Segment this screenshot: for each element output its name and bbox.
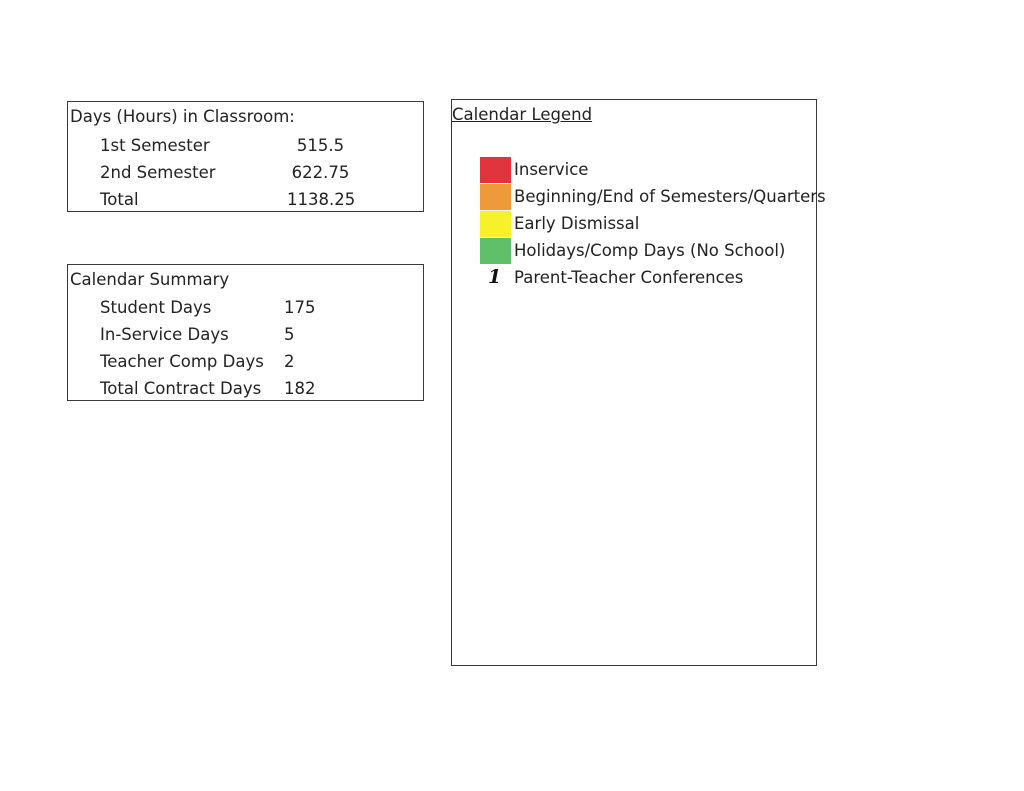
legend-item-label: Beginning/End of Semesters/Quarters — [514, 187, 826, 206]
hours-row-label: 1st Semester — [100, 136, 210, 155]
summary-row-value: 5 — [284, 325, 295, 344]
legend-item-label: Early Dismissal — [514, 214, 640, 233]
summary-row-label: Total Contract Days — [100, 379, 262, 398]
classroom-hours-box: Days (Hours) in Classroom: 1st Semester … — [67, 101, 424, 212]
hours-row: 1st Semester 515.5 — [68, 135, 423, 157]
summary-row-label: Teacher Comp Days — [100, 352, 264, 371]
summary-row-value: 182 — [284, 379, 316, 398]
calendar-summary-box: Calendar Summary Student Days 175 In-Ser… — [67, 264, 424, 401]
hours-row-value: 515.5 — [296, 136, 345, 155]
semester-boundary-swatch — [480, 184, 511, 210]
summary-row: Student Days 175 — [68, 297, 423, 319]
legend-item-label: Inservice — [514, 160, 589, 179]
holidays-swatch — [480, 238, 511, 264]
hours-row-label: 2nd Semester — [100, 163, 216, 182]
hours-row: 2nd Semester 622.75 — [68, 162, 423, 184]
summary-row-value: 2 — [284, 352, 295, 371]
conference-number-icon: 1 — [488, 266, 502, 288]
inservice-swatch — [480, 157, 511, 183]
calendar-summary-title: Calendar Summary — [70, 270, 230, 289]
hours-total-row: Total 1138.25 — [68, 189, 423, 211]
summary-row-value: 175 — [284, 298, 316, 317]
hours-row-value: 1138.25 — [287, 190, 356, 209]
summary-total-row: Total Contract Days 182 — [68, 378, 423, 400]
legend-item-label: Parent-Teacher Conferences — [514, 268, 744, 287]
legend-item-label: Holidays/Comp Days (No School) — [514, 241, 786, 260]
summary-row-label: In-Service Days — [100, 325, 229, 344]
summary-row: Teacher Comp Days 2 — [68, 351, 423, 373]
summary-row-label: Student Days — [100, 298, 212, 317]
calendar-legend-title: Calendar Legend — [452, 105, 593, 124]
hours-row-value: 622.75 — [291, 163, 350, 182]
summary-row: In-Service Days 5 — [68, 324, 423, 346]
calendar-legend-box: Calendar Legend Inservice Beginning/End … — [451, 99, 826, 666]
hours-row-label: Total — [100, 190, 139, 209]
classroom-hours-title: Days (Hours) in Classroom: — [70, 107, 295, 126]
early-dismissal-swatch — [480, 211, 511, 237]
